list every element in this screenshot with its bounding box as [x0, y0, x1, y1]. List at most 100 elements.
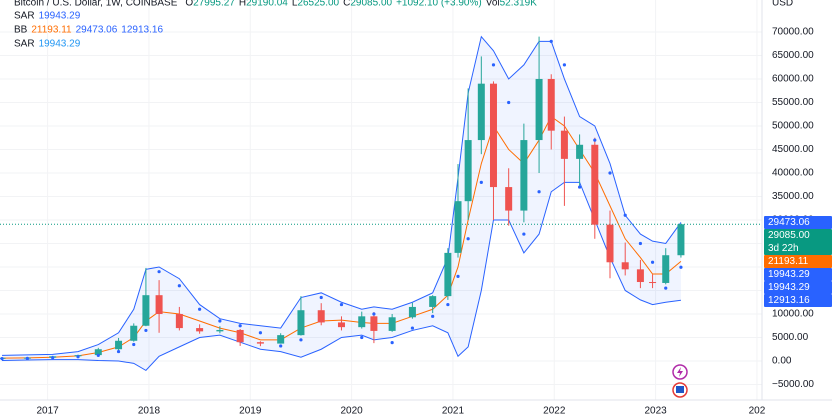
indicator-value: 12913.16	[121, 25, 163, 36]
y-tick-label: 55000.00	[772, 97, 814, 108]
sar-dot	[299, 338, 303, 342]
sar-dot	[372, 312, 376, 316]
candle-body	[621, 262, 629, 270]
sar-dot	[51, 356, 55, 360]
candle-body	[337, 322, 345, 328]
sar-dot	[638, 241, 643, 246]
icons	[672, 364, 688, 398]
sar-dot	[339, 302, 344, 307]
sar-dot	[116, 349, 121, 354]
lightning-icon	[677, 367, 683, 377]
sar-dot	[664, 286, 668, 290]
candle-body	[591, 144, 599, 225]
price-label: 19943.29	[768, 282, 810, 293]
candle-body	[94, 349, 102, 356]
price-label: 19943.29	[768, 269, 810, 280]
ohlc-value: 27995.27	[193, 0, 235, 9]
sar-dot	[360, 335, 364, 340]
sar-dot	[390, 341, 394, 345]
candle-body	[454, 201, 462, 253]
change: +1092.10 (+3.90%)	[396, 0, 482, 9]
price-label: 12913.16	[768, 295, 810, 306]
y-tick-label: 0.00	[772, 356, 792, 367]
price-label-box	[764, 228, 832, 255]
sar-dot	[491, 63, 496, 67]
chart-title: Bitcoin / U.S. Dollar, 1W, COINBASE	[14, 0, 178, 9]
sar-dot	[238, 324, 242, 328]
indicator-name: SAR	[14, 11, 35, 22]
candle-body	[297, 310, 305, 336]
sar-dot	[410, 326, 415, 330]
ohlc-value: 29190.04	[246, 0, 288, 9]
ohlc-value: 29085.00	[350, 0, 392, 9]
candle-body	[662, 255, 670, 283]
sar-dot	[144, 328, 148, 333]
sar-dot	[76, 355, 80, 359]
sar-dot	[218, 319, 222, 323]
sar-dot	[650, 260, 655, 264]
sar-dot	[456, 274, 460, 278]
plot-area	[0, 35, 762, 372]
sar-dot	[608, 171, 612, 175]
indicator-value: 21193.11	[31, 25, 72, 36]
sar-dot	[258, 331, 263, 335]
bb-fill	[2, 36, 681, 371]
y-unit: USD	[772, 0, 793, 9]
price-label-box	[764, 293, 832, 307]
sar-dot	[537, 190, 541, 194]
candle-body	[277, 335, 285, 344]
candle-body	[560, 130, 568, 159]
y-tick-label: 35000.00	[772, 191, 814, 202]
y-tick-label: 10000.00	[772, 309, 814, 320]
candle-body	[649, 282, 657, 284]
y-tick-label: 5000.00	[772, 332, 809, 343]
candle-body	[429, 296, 437, 307]
grid	[0, 0, 762, 400]
candle-body	[370, 316, 378, 331]
candle-body	[636, 269, 644, 283]
sar-dot	[96, 353, 100, 357]
candle-body	[317, 310, 325, 323]
sar-dot	[25, 356, 29, 361]
price-label-box	[764, 267, 832, 281]
x-tick-label: 2021	[442, 406, 465, 417]
candle-body	[256, 342, 264, 344]
volume-label: Vol	[486, 0, 500, 9]
y-tick-label: 40000.00	[772, 168, 814, 179]
candle-body	[175, 313, 183, 329]
sar-dot	[562, 63, 567, 67]
volume-value: 52.319K	[500, 0, 538, 9]
candle-body	[677, 224, 685, 256]
candle-body	[196, 328, 204, 332]
price-label-countdown: 3d 22h	[768, 243, 799, 254]
ohlc-label: O	[185, 0, 193, 9]
legend-header: Bitcoin / U.S. Dollar, 1W, COINBASE O 2799…	[14, 0, 537, 50]
flag-icon	[676, 386, 684, 393]
price-label-box	[764, 254, 832, 268]
x-tick-label: 2018	[138, 406, 161, 417]
sar-dot	[279, 344, 283, 348]
sar-dot	[431, 314, 435, 318]
sar-dot	[132, 342, 136, 347]
bb-lower	[2, 181, 681, 372]
y-tick-label: 70000.00	[772, 27, 814, 38]
bb-upper	[2, 35, 682, 356]
x-tick-label: 2017	[37, 406, 60, 417]
sar-dot	[578, 185, 582, 189]
candle-body	[477, 83, 485, 141]
x-tick-label: 2022	[543, 406, 566, 417]
candle-body	[576, 144, 584, 159]
candle-body	[130, 325, 138, 341]
x-tick-label: 2019	[239, 406, 262, 417]
candle-body	[535, 78, 543, 141]
candle-body	[444, 252, 452, 297]
candle-body	[520, 140, 528, 211]
indicator-name: SAR	[14, 39, 35, 50]
sar-dot	[466, 237, 470, 241]
price-label: 29473.06	[768, 217, 810, 228]
ohlc-label: L	[292, 0, 298, 9]
ohlc-label: H	[239, 0, 246, 9]
sar-dot	[522, 232, 526, 236]
y-tick-label: 65000.00	[772, 50, 814, 61]
